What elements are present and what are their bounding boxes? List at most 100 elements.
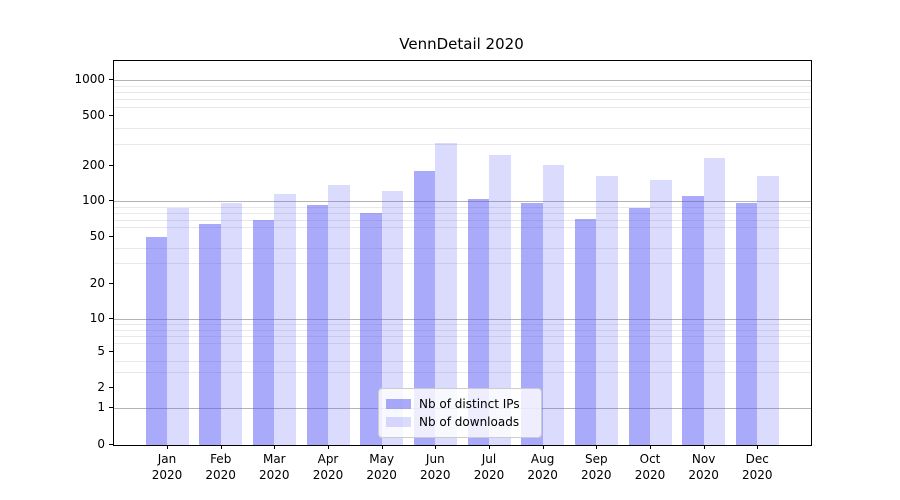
legend-label-distinct-ips: Nb of distinct IPs	[419, 397, 520, 411]
gridline-minor-80	[114, 212, 811, 214]
bar-distinct-ips-mar	[252, 220, 275, 445]
bar-downloads-may	[381, 190, 404, 445]
y-tick-mark-100	[109, 200, 113, 202]
x-tick-label-sep: Sep 2020	[581, 452, 612, 482]
x-tick-label-mar: Mar 2020	[259, 452, 290, 482]
x-tick-mark-feb	[220, 445, 222, 449]
x-tick-label-nov: Nov 2020	[688, 452, 719, 482]
gridline-minor-800	[114, 91, 811, 93]
gridline-minor-700	[114, 98, 811, 100]
gridline-minor-7	[114, 336, 811, 337]
y-tick-label-20: 20	[89, 276, 105, 291]
bars-layer	[114, 61, 811, 445]
bar-distinct-ips-apr	[306, 205, 328, 445]
x-tick-mark-nov	[703, 445, 705, 449]
gridline-major-100	[114, 201, 811, 203]
plot-area: Nb of distinct IPs Nb of downloads	[113, 60, 812, 446]
x-tick-label-dec: Dec 2020	[742, 452, 773, 482]
bar-downloads-dec	[757, 176, 779, 445]
legend-swatch-downloads	[386, 417, 411, 427]
bar-downloads-jul	[489, 155, 511, 445]
x-tick-mark-sep	[596, 445, 598, 449]
y-tick-label-50: 50	[89, 228, 105, 243]
bar-distinct-ips-jun	[413, 170, 436, 445]
y-tick-label-200: 200	[82, 158, 105, 172]
bar-distinct-ips-oct	[628, 208, 650, 445]
y-tick-label-1: 1	[97, 400, 105, 415]
y-tick-mark-1000	[109, 79, 113, 81]
gridline-minor-90	[114, 206, 811, 208]
y-tick-label-100: 100	[82, 193, 105, 208]
y-tick-mark-2	[109, 386, 113, 388]
y-tick-label-0: 0	[97, 437, 105, 452]
bar-downloads-jun	[435, 142, 457, 445]
gridline-major-1000	[114, 80, 811, 82]
gridline-minor-300	[114, 144, 811, 145]
y-tick-mark-50	[109, 235, 113, 237]
x-tick-label-apr: Apr 2020	[312, 452, 344, 482]
bar-distinct-ips-may	[360, 212, 382, 445]
gridline-minor-30	[114, 263, 811, 265]
gridline-minor-40	[114, 248, 811, 250]
gridline-minor-4	[114, 360, 811, 362]
x-tick-label-aug: Aug 2020	[527, 452, 558, 482]
x-tick-mark-dec	[757, 445, 759, 449]
x-tick-label-jun: Jun 2020	[420, 452, 451, 482]
bar-distinct-ips-jul	[467, 199, 489, 445]
bar-downloads-feb	[220, 202, 243, 445]
bar-downloads-apr	[328, 184, 350, 445]
y-tick-label-5: 5	[97, 343, 105, 358]
x-tick-mark-jul	[489, 445, 490, 449]
bar-downloads-oct	[650, 179, 672, 445]
bar-distinct-ips-aug	[521, 202, 543, 445]
y-tick-mark-1	[109, 407, 113, 409]
bar-downloads-jan	[167, 208, 189, 445]
y-tick-label-10: 10	[89, 311, 105, 326]
y-tick-label-1000: 1000	[74, 72, 105, 87]
y-tick-label-2: 2	[97, 379, 105, 394]
x-tick-mark-may	[381, 445, 383, 449]
y-tick-mark-10	[109, 318, 113, 320]
bar-downloads-sep	[596, 175, 618, 445]
bar-distinct-ips-feb	[199, 224, 221, 445]
x-tick-mark-jun	[435, 445, 437, 449]
bar-distinct-ips-dec	[735, 202, 758, 445]
gridline-minor-6	[114, 343, 811, 345]
legend: Nb of distinct IPs Nb of downloads	[378, 388, 542, 438]
bar-downloads-aug	[542, 164, 565, 445]
x-tick-label-jan: Jan 2020	[151, 452, 183, 482]
legend-swatch-distinct-ips	[386, 399, 411, 409]
bar-downloads-nov	[703, 158, 726, 445]
y-tick-label-500: 500	[82, 108, 105, 123]
x-tick-mark-aug	[542, 445, 544, 449]
bar-downloads-mar	[274, 193, 296, 445]
bar-distinct-ips-nov	[682, 195, 704, 445]
x-tick-mark-oct	[650, 445, 651, 449]
gridline-minor-8	[114, 329, 811, 331]
y-tick-mark-200	[109, 165, 113, 166]
gridline-minor-9	[114, 324, 811, 326]
x-tick-mark-mar	[274, 445, 276, 449]
legend-label-downloads: Nb of downloads	[419, 415, 520, 429]
y-tick-mark-0	[109, 444, 113, 446]
legend-item-distinct-ips: Nb of distinct IPs	[386, 395, 533, 413]
x-tick-mark-apr	[328, 445, 329, 449]
x-tick-mark-jan	[167, 445, 168, 449]
legend-item-downloads: Nb of downloads	[386, 413, 533, 431]
x-tick-label-feb: Feb 2020	[205, 452, 236, 482]
gridline-minor-900	[114, 85, 811, 87]
y-tick-mark-20	[109, 283, 113, 285]
gridline-minor-60	[114, 227, 811, 229]
y-tick-mark-5	[109, 350, 113, 352]
gridline-minor-400	[114, 128, 811, 130]
bar-distinct-ips-jan	[145, 236, 167, 445]
y-tick-mark-500	[109, 115, 113, 117]
gridline-minor-3	[114, 371, 811, 373]
gridline-major-10	[114, 319, 811, 321]
x-tick-label-may: May 2020	[366, 452, 397, 482]
bar-distinct-ips-sep	[574, 218, 597, 445]
chart-title: VennDetail 2020	[399, 35, 524, 53]
gridline-minor-600	[114, 106, 811, 108]
x-tick-label-oct: Oct 2020	[634, 452, 666, 482]
